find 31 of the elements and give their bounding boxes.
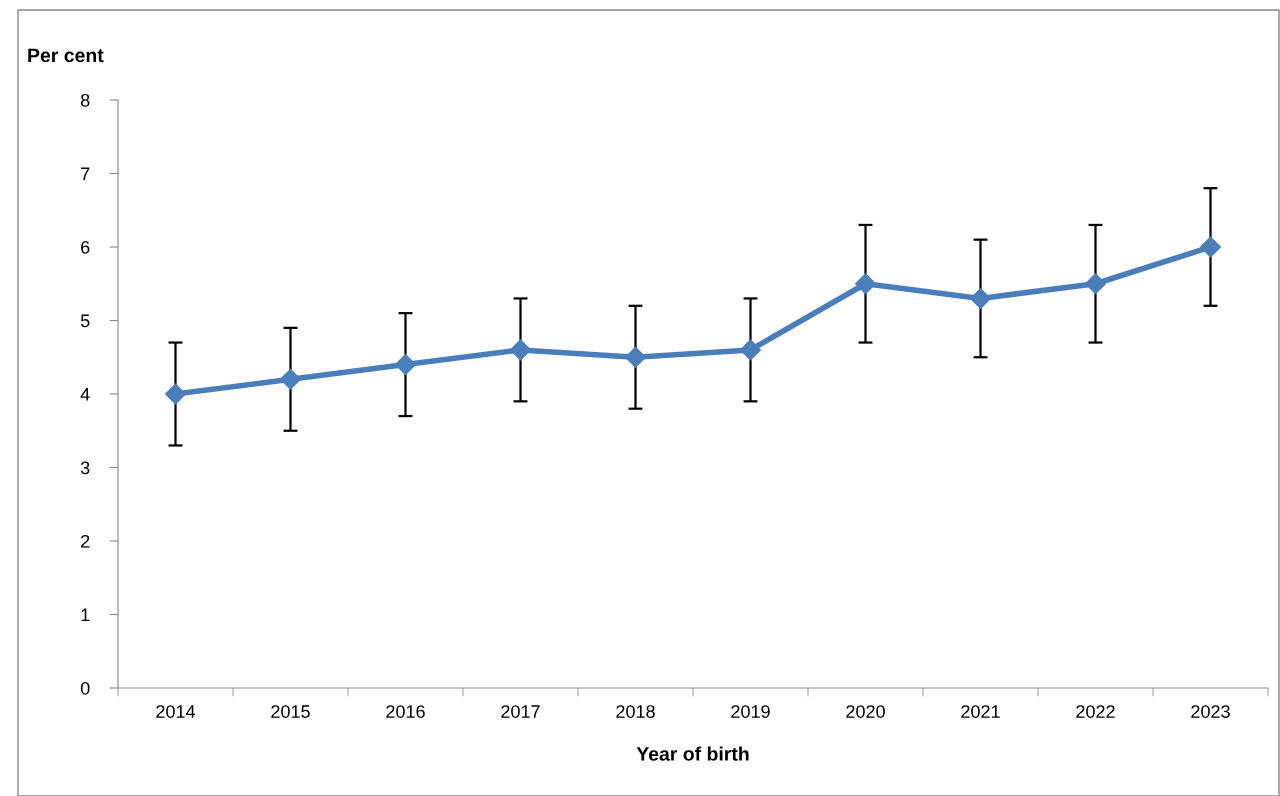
point [624,346,647,368]
x-tick-label: 2020 [846,705,885,718]
x-tick-label: 2018 [616,705,655,718]
y-tick-label: 2 [81,534,90,548]
x-tick-label: 2023 [1191,705,1230,718]
point [279,368,302,390]
point [164,383,187,405]
x-tick-label: 2019 [731,705,770,718]
y-tick-label: 6 [81,240,90,254]
x-tick-label: 2017 [501,705,540,718]
point [969,287,992,309]
y-tick-label: 8 [80,93,90,107]
y-tick-label: 0 [80,681,90,695]
y-tick-label: 7 [81,167,90,181]
y-axis-title: Per cent [28,48,104,63]
y-tick-label: 4 [80,388,90,401]
y-tick-label: 3 [80,461,90,475]
x-tick-label: 2022 [1076,705,1115,718]
point [739,339,762,361]
x-tick-label: 2016 [386,705,425,718]
x-tick-label: 2021 [961,705,1000,718]
point [509,339,532,361]
point [1199,236,1222,258]
y-tick-label: 5 [80,314,90,328]
point [854,273,877,295]
x-tick-label: 2014 [156,705,196,718]
y-tick-label: 1 [81,608,90,622]
point [394,354,417,376]
x-axis-title: Year of birth [636,746,749,761]
x-tick-label: 2015 [271,705,310,718]
point [1084,273,1107,295]
